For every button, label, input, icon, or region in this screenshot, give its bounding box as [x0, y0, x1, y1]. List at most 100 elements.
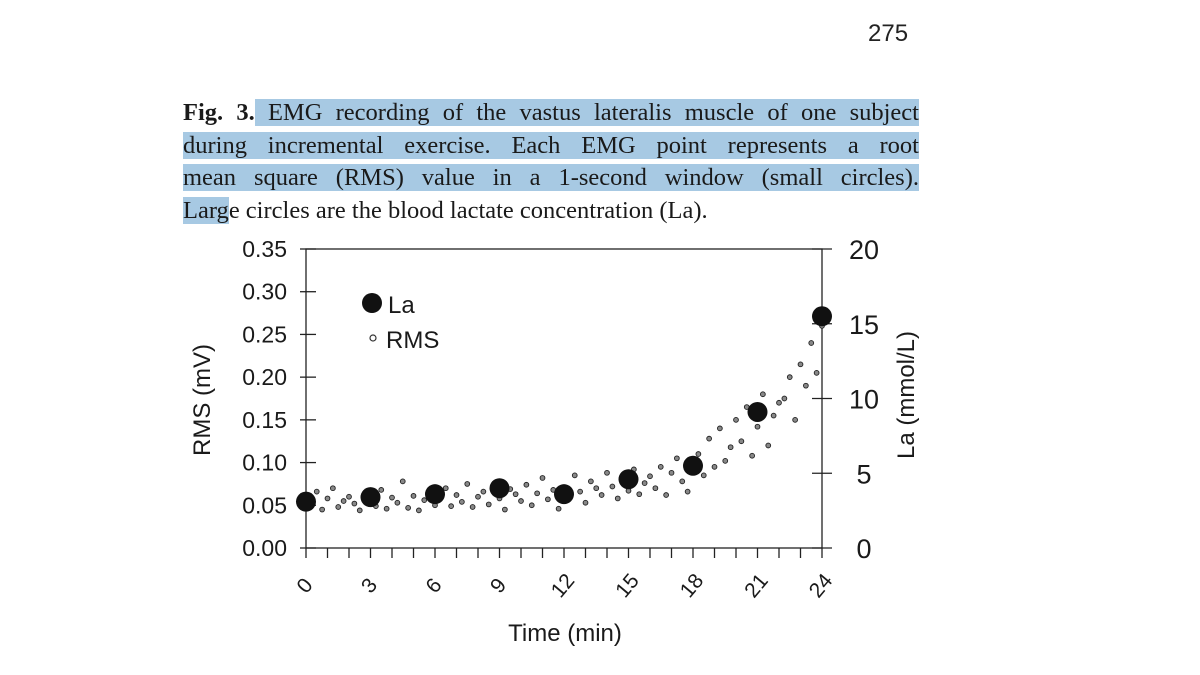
rms-point	[706, 435, 712, 442]
rms-point	[577, 488, 583, 495]
la-point	[747, 401, 768, 422]
selected-text: EMG recording of the vastus lateralis mu…	[254, 99, 919, 126]
rms-point	[356, 507, 363, 514]
y-tick-label: 0.15	[242, 407, 287, 433]
rms-point	[399, 478, 406, 485]
rms-point	[453, 492, 460, 498]
rms-point	[405, 504, 411, 511]
rms-point	[464, 481, 471, 487]
legend-la-label: La	[388, 292, 415, 319]
rms-point	[727, 444, 734, 451]
y-tick-label: 0.00	[242, 535, 287, 561]
figure-label: Fig. 3.	[183, 99, 255, 126]
rms-point	[518, 498, 524, 504]
selected-text: Larg	[183, 196, 229, 224]
rms-point	[674, 455, 680, 462]
y2-tick-label: 0	[856, 534, 871, 564]
x-tick-label: 18	[676, 569, 709, 602]
rms-point	[808, 340, 815, 346]
la-point	[683, 455, 703, 476]
rms-point	[663, 492, 669, 498]
caption-text: e circles are the blood lactate concentr…	[228, 196, 708, 224]
rms-point	[324, 495, 331, 502]
la-series	[296, 306, 832, 512]
y-tick-label: 0.05	[242, 492, 287, 518]
y-axis-label: RMS (mV)	[189, 344, 216, 456]
rms-point	[652, 485, 659, 492]
y-tick-label: 0.20	[242, 364, 287, 390]
rms-point	[582, 499, 589, 506]
rms-point	[502, 506, 508, 513]
rms-point	[679, 478, 686, 485]
rms-point	[475, 493, 481, 500]
rms-point	[711, 463, 718, 470]
y2-tick-label: 20	[849, 235, 879, 265]
legend-rms-label: RMS	[386, 327, 439, 354]
rms-point	[528, 502, 535, 509]
rms-point	[394, 499, 401, 506]
y-tick-label: 0.30	[242, 279, 287, 305]
rms-point	[770, 412, 777, 419]
rms-point	[378, 487, 385, 493]
rms-point	[534, 490, 540, 497]
la-point	[360, 487, 381, 508]
rms-point	[351, 500, 358, 507]
rms-point	[571, 472, 578, 479]
caption-line-1: Fig. 3. EMG recording of the vastus late…	[183, 97, 919, 130]
rms-point	[480, 488, 487, 495]
rms-point	[765, 442, 772, 449]
rms-point	[700, 472, 707, 479]
rms-point	[754, 423, 761, 430]
la-point	[489, 478, 510, 499]
la-point	[618, 469, 639, 490]
x-tick-label: 21	[740, 569, 773, 602]
rms-point	[776, 399, 782, 406]
y2-tick-label: 10	[849, 385, 879, 415]
y2-axis-label: La (mmol/L)	[893, 331, 920, 459]
rms-point	[641, 480, 648, 486]
rms-point	[330, 485, 336, 492]
rms-point	[614, 495, 621, 502]
y2-tick-label: 5	[856, 459, 871, 489]
rms-point	[593, 485, 600, 492]
rms-point	[340, 498, 347, 504]
caption-line-4: Large circles are the blood lactate conc…	[183, 195, 919, 228]
x-axis-label: Time (min)	[508, 620, 622, 647]
rms-point	[803, 382, 809, 389]
rms-point	[695, 451, 702, 457]
figure-caption[interactable]: Fig. 3. EMG recording of the vastus late…	[183, 97, 919, 227]
rms-point	[459, 499, 465, 505]
la-point	[812, 306, 832, 327]
rms-point	[749, 452, 755, 459]
rms-point	[733, 417, 739, 423]
x-tick-label: 6	[421, 574, 446, 598]
rms-point	[813, 370, 820, 376]
rms-point	[389, 494, 395, 501]
rms-point	[469, 504, 476, 510]
caption-line-2: during incremental exercise. Each EMG po…	[183, 130, 919, 163]
x-tick-label: 15	[611, 569, 644, 602]
y-tick-label: 0.25	[242, 321, 287, 347]
rms-point	[609, 483, 616, 490]
page-number: 275	[868, 20, 909, 47]
chart-legend: La RMS	[362, 292, 439, 354]
rms-point	[545, 496, 551, 503]
chart-axes: 0.00 0.05 0.10 0.15 0.20 0.25 0.30 0.35 0 5 10 15 20…	[242, 235, 879, 602]
x-tick-label: 12	[547, 569, 580, 602]
rms-point	[346, 493, 352, 500]
rms-point	[555, 505, 562, 512]
rms-point	[588, 478, 594, 485]
y-tick-label: 0.35	[242, 236, 287, 262]
rms-point	[684, 488, 691, 495]
x-tick-label: 24	[805, 569, 838, 602]
rms-point	[539, 475, 546, 481]
selected-text: during incremental exercise. Each EMG po…	[183, 131, 919, 159]
rms-point	[421, 497, 428, 504]
rms-point	[416, 507, 422, 514]
rms-point	[760, 391, 766, 398]
rms-point	[786, 374, 793, 380]
rms-point	[313, 488, 320, 495]
caption-line-3: mean square (RMS) value in a 1-second wi…	[183, 162, 919, 195]
la-point	[425, 484, 445, 505]
